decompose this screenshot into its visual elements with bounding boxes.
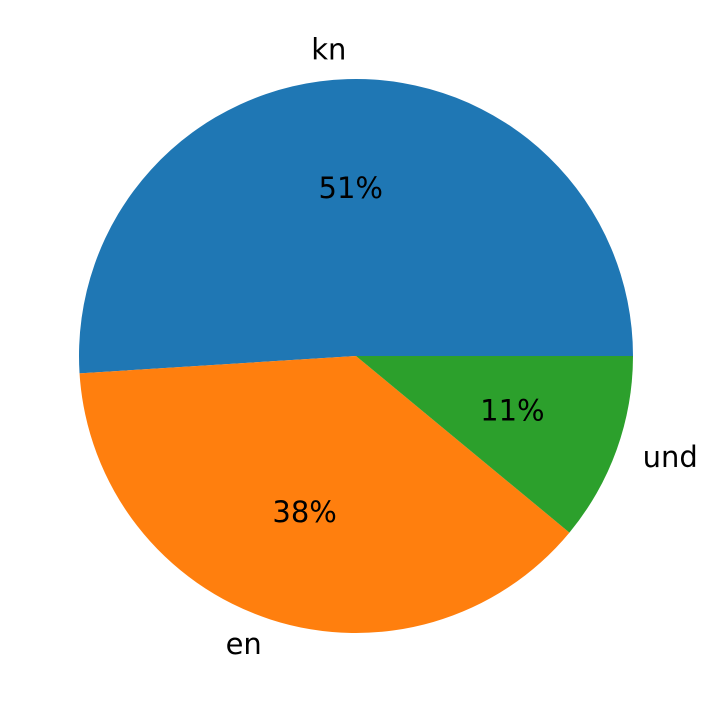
slice-label: kn — [311, 32, 346, 66]
slice-label: und — [643, 440, 698, 474]
pie-slice — [356, 356, 633, 533]
pie-slice — [79, 356, 570, 633]
value-label: 11% — [480, 393, 544, 427]
pie-slice — [78, 78, 634, 374]
value-label: 51% — [319, 171, 383, 205]
slice-label: en — [226, 627, 262, 661]
value-label: 38% — [272, 495, 336, 529]
